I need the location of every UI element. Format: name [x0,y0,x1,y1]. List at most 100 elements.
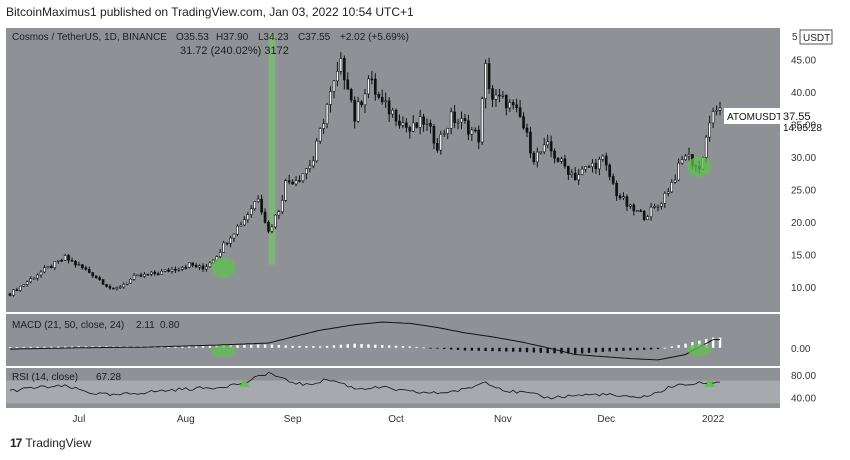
candle-body [570,172,574,175]
candle-body [329,91,332,105]
candle-body [470,129,474,135]
currency-label[interactable]: USDT [803,33,830,44]
last-price-tag [724,108,780,124]
macd-histogram-bar [463,347,467,351]
candle-body [187,262,191,268]
candle-body [487,63,491,89]
candle-body [205,266,208,270]
macd-histogram-bar [594,347,598,353]
price-tick-label: 20.00 [791,218,816,229]
candle-body [394,109,398,122]
candle-body [518,107,522,117]
macd-histogram-bar [677,345,680,348]
candle-body [87,269,91,273]
candle-body [163,269,167,272]
macd-histogram-bar [84,346,88,348]
candle-body [67,255,70,261]
price-tick-label: 40.00 [791,88,816,99]
macd-histogram-bar [546,347,549,354]
candle-body [401,122,405,126]
candle-body [70,260,74,262]
candle-body [363,93,367,106]
time-tick-label: 2022 [702,414,725,425]
rsi-line [9,371,721,400]
macd-histogram-bar [387,345,391,348]
candle-body [149,271,153,275]
candle-body [560,158,563,162]
candle-body [498,94,501,97]
macd-histogram-bar [256,344,260,348]
last-price-countdown: 14:05:28 [783,123,822,134]
macd-histogram-bar [580,347,584,354]
candle-body [225,242,229,245]
macd-histogram-bar [277,344,281,348]
macd-histogram-bar [208,345,212,348]
candle-body [553,150,556,159]
last-price-box [780,108,820,134]
candle-body [253,201,257,209]
candle-body [305,168,308,175]
macd-histogram-bar [663,347,667,349]
macd-histogram-bar [394,345,398,348]
macd-histogram-bar [15,347,19,348]
candle-body [346,79,350,90]
ohlc-high: H37.90 [216,32,249,43]
candle-body [298,180,301,182]
macd-histogram-bar [615,347,618,352]
candle-body [301,173,305,182]
macd-histogram-bar [670,346,673,348]
macd-histogram-bar [318,346,322,348]
candle-body [56,259,60,262]
macd-green-marker [211,345,236,358]
candle-body [249,208,253,215]
macd-histogram-bar [711,337,715,348]
macd-histogram-bar [401,346,405,348]
time-tick-label: Aug [177,414,195,425]
candle-body [125,282,129,285]
candle-body [25,281,29,285]
candle-body [718,107,722,111]
candle-body [287,180,291,183]
candle-body [222,242,226,253]
candle-body [274,214,277,228]
macd-histogram-bar [70,346,74,348]
price-tick-label: 15.00 [791,251,816,262]
rsi-green-arrow-icon [704,378,715,387]
candle-body [174,268,177,271]
last-price-value: 37.55 [783,111,811,123]
candle-body [191,262,194,266]
candle-body [591,162,594,168]
candle-body [81,264,84,269]
macd-histogram-bar [29,346,32,348]
currency-box[interactable] [799,29,833,45]
candle-body [460,118,463,123]
candle-body [398,120,401,126]
candle-body [663,193,667,204]
price-axis[interactable] [780,28,842,408]
measure-label: 31.72 (240.02%) 3172 [180,45,289,57]
macd-histogram-bar [360,344,363,348]
macd-histogram-bar [194,345,198,348]
macd-histogram-bar [339,344,343,348]
candle-body [463,118,467,121]
candle-body [418,116,422,128]
macd-histogram-bar [470,347,474,351]
candle-body [308,165,312,169]
macd-histogram-bar [374,344,377,348]
macd-histogram-bar [415,346,418,348]
candle-body [353,99,356,122]
macd-histogram-bar [498,347,501,352]
candle-body [380,96,384,102]
macd-histogram-bar [567,347,570,354]
rsi-green-arrow-icon [239,378,250,387]
candle-body [370,78,374,81]
candle-body [342,58,346,81]
candle-body [177,269,181,271]
candle-body [391,109,394,115]
macd-histogram-bar [291,345,294,348]
currency-prefix: 5 [792,32,798,43]
candle-body [194,264,198,268]
candle-body [666,191,670,194]
candle-body [39,271,43,276]
